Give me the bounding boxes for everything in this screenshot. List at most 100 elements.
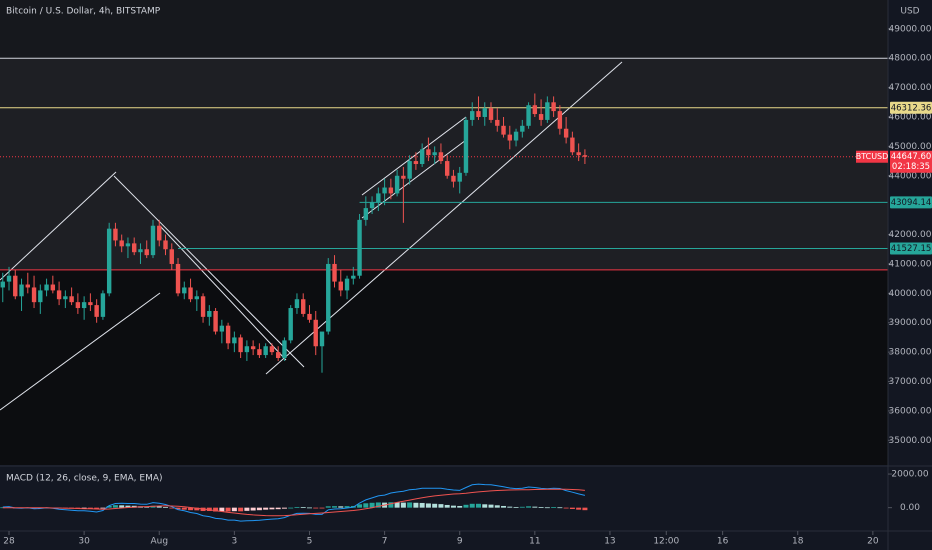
y-tick-label: 37000.00 (889, 377, 932, 387)
candle-body (513, 131, 519, 141)
y-tick-label: 49000.00 (889, 24, 932, 34)
x-tick-label: 28 (3, 537, 15, 547)
currency: USD (900, 7, 919, 17)
candle-body (488, 108, 494, 120)
macd-histogram-bar (81, 507, 87, 509)
x-tick-label: 5 (307, 537, 313, 547)
candle-body (75, 302, 81, 309)
macd-histogram-bar (425, 503, 431, 508)
macd-histogram-bar (281, 507, 287, 509)
candle-body (376, 193, 381, 203)
macd-histogram-bar (300, 507, 306, 508)
macd-histogram-bar (544, 507, 550, 509)
candle-body (213, 310, 218, 332)
y-tick-label: 44000.00 (889, 171, 932, 181)
candle-body (238, 337, 243, 353)
candle-body (557, 111, 563, 129)
candle-body (63, 296, 68, 300)
macd-histogram-bar (269, 507, 275, 510)
candle-body (326, 263, 331, 332)
macd-histogram-bar (582, 507, 588, 511)
macd-histogram-bar (344, 506, 350, 508)
macd-histogram-bar (87, 507, 93, 509)
y-tick-label: 46000.00 (889, 112, 932, 122)
candle-body (81, 302, 87, 309)
macd-histogram-bar (488, 504, 494, 508)
macd-histogram-bar (169, 507, 175, 509)
macd-histogram-bar (394, 502, 400, 508)
macd-histogram-bar (188, 507, 194, 511)
candle-body (19, 284, 24, 297)
macd-histogram-bar (576, 507, 582, 510)
candle-body (495, 119, 500, 126)
candle-body (175, 263, 181, 294)
macd-histogram-bar (244, 507, 250, 511)
candle-body (244, 346, 250, 353)
trend-lines (0, 57, 888, 411)
macd-histogram-bar (532, 506, 538, 508)
y-tick-label: 45000.00 (889, 142, 932, 152)
x-tick-label: 30 (78, 537, 90, 547)
candle-body (50, 284, 56, 291)
candle-body (188, 287, 193, 300)
candle-body (382, 187, 387, 194)
candle-body (432, 152, 437, 156)
price-label-box (890, 242, 932, 255)
candle-body (570, 137, 575, 153)
candle-body (169, 249, 174, 264)
macd-histogram-bar (0, 507, 6, 509)
candle-body (413, 161, 419, 165)
chart-title: Bitcoin / U.S. Dollar, 4h, BITSTAMP (6, 7, 161, 17)
y-tick-label: 42000.00 (889, 230, 932, 240)
candle-body (357, 219, 362, 276)
candle-body (194, 296, 200, 300)
macd-histogram-bar (432, 503, 438, 508)
macd-histogram-bar (519, 506, 525, 508)
candle-body (520, 125, 525, 132)
candle-body (444, 161, 450, 176)
y-tick-label: 35000.00 (889, 436, 932, 446)
macd-histogram-bar (319, 507, 325, 509)
range-band (0, 58, 888, 270)
candle-body (438, 152, 444, 162)
macd-histogram-bar (469, 503, 475, 508)
candle-body (344, 278, 350, 291)
price-label: 46312.36 (891, 103, 932, 113)
macd-histogram-bar (444, 504, 450, 508)
countdown: 02:18:35 (892, 162, 930, 172)
macd-histogram-bar (494, 505, 500, 508)
x-tick-label: 12:00 (653, 537, 679, 547)
candle-body (538, 114, 544, 120)
candle-body (319, 331, 325, 347)
candle-body (463, 119, 469, 173)
candle-body (482, 108, 487, 117)
candle-body (38, 290, 43, 303)
candle-body (307, 313, 312, 320)
macd-histogram-bar (238, 507, 244, 512)
macd-histogram-bar (225, 507, 231, 512)
price-label-box (890, 196, 932, 209)
macd-histogram-bar (482, 504, 488, 508)
candle-body (6, 275, 12, 282)
macd-histogram-bar (306, 507, 312, 509)
macd-histogram-bar (288, 507, 294, 509)
candle-body (388, 187, 394, 194)
candle-body (476, 111, 481, 117)
symbol-box (856, 150, 888, 163)
y-tick-label: 2000.00 (891, 470, 928, 480)
macd-histogram-bar (313, 507, 319, 509)
trend-line (0, 171, 117, 281)
candle-body (451, 175, 456, 182)
candle-body (106, 228, 112, 294)
candle-body (250, 346, 256, 350)
macd-histogram-bar (375, 502, 381, 508)
candle-body (263, 346, 268, 356)
macd-histogram-bar (457, 505, 463, 508)
y-tick-label: 40000.00 (889, 289, 932, 299)
candle-body (269, 346, 275, 353)
candle-body (44, 284, 49, 291)
candle-body (363, 208, 369, 220)
x-tick-label: 18 (792, 537, 804, 547)
macd-histogram-bar (213, 507, 219, 512)
x-tick-label: 16 (717, 537, 729, 547)
